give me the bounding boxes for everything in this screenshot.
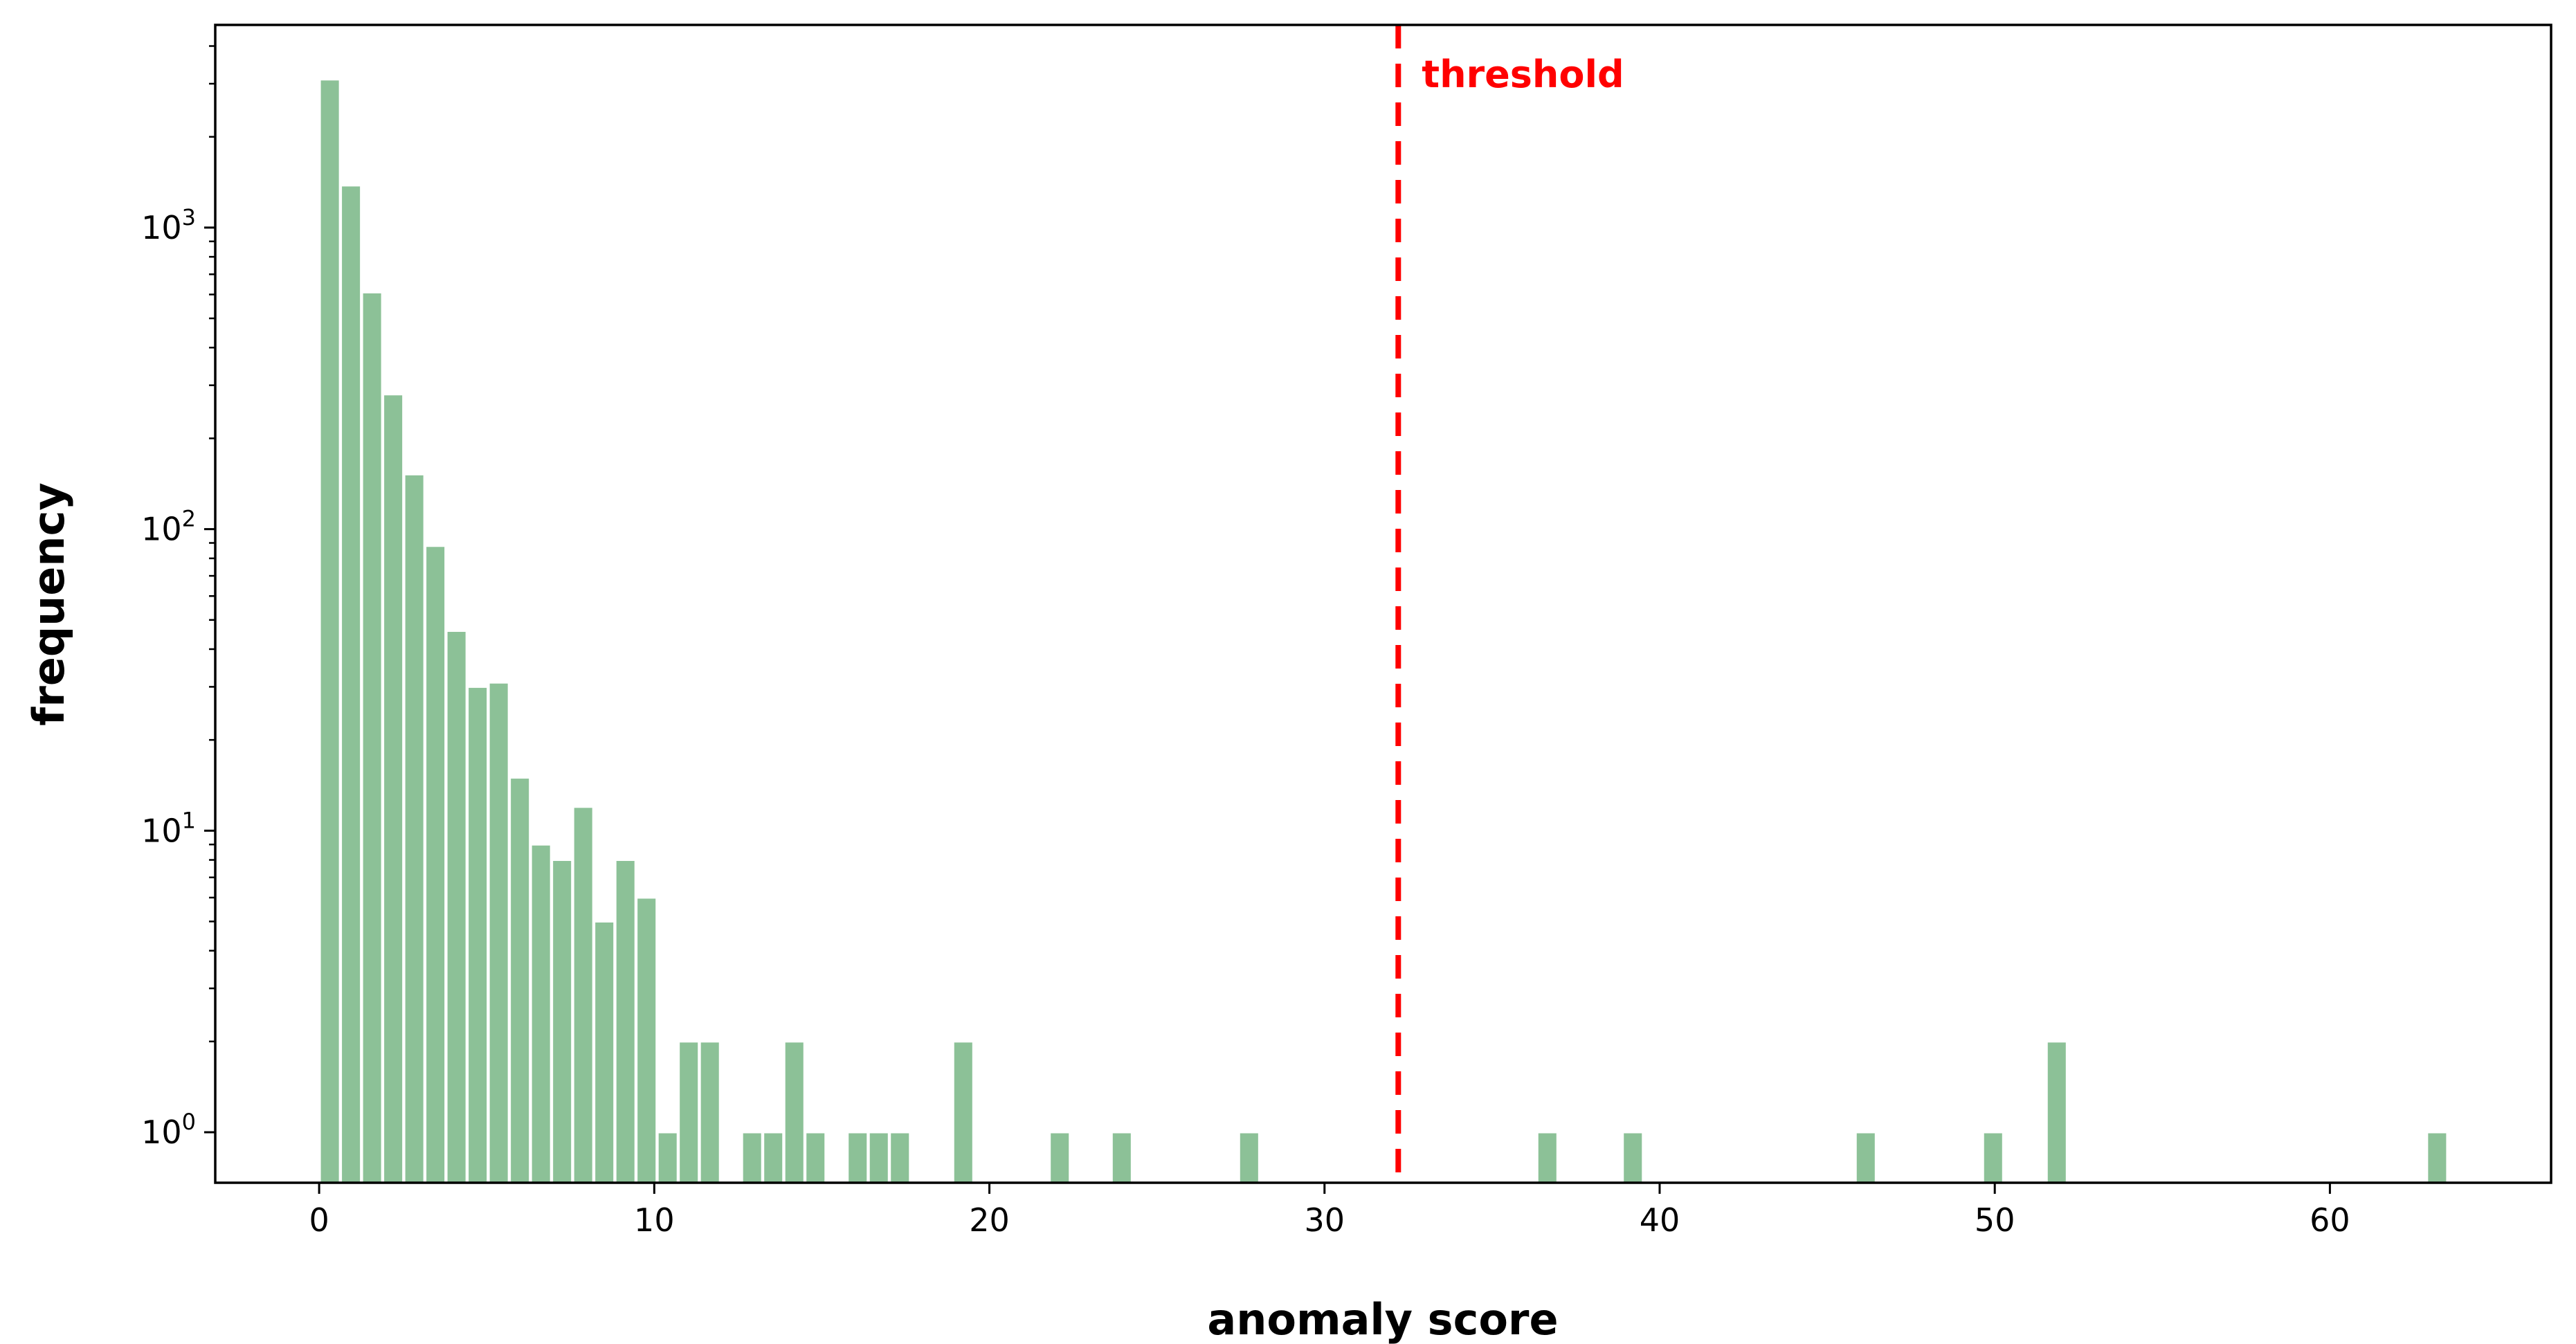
- bar: [445, 630, 468, 1184]
- x-tick-label: 30: [1304, 1201, 1345, 1239]
- x-tick-label: 50: [1975, 1201, 2015, 1239]
- y-tick-label: 103: [141, 204, 196, 246]
- bar: [2426, 1131, 2449, 1184]
- bar: [762, 1131, 785, 1184]
- bar: [1981, 1131, 2004, 1184]
- bar: [741, 1131, 763, 1184]
- plot-frame: [214, 24, 2552, 1184]
- bar: [318, 78, 341, 1184]
- bar: [698, 1040, 721, 1184]
- bar: [889, 1131, 911, 1184]
- bar: [1536, 1131, 1559, 1184]
- threshold-marker: threshold: [1395, 25, 1624, 1183]
- bar: [846, 1131, 869, 1184]
- bar: [1110, 1131, 1133, 1184]
- bar: [509, 777, 532, 1184]
- x-tick-label: 0: [309, 1201, 329, 1239]
- bar: [340, 184, 363, 1184]
- bar: [952, 1040, 974, 1184]
- x-axis-ticks: 0 10 20 30 40 50 60: [309, 1183, 2350, 1239]
- bar: [867, 1131, 890, 1184]
- bar: [656, 1131, 679, 1184]
- bar: [1622, 1131, 1644, 1184]
- x-tick-label: 40: [1640, 1201, 1680, 1239]
- bar: [593, 920, 616, 1184]
- bar: [529, 843, 552, 1184]
- bar: [424, 545, 447, 1184]
- bar: [382, 393, 405, 1184]
- x-tick-label: 10: [634, 1201, 675, 1239]
- y-tick-label: 100: [141, 1109, 196, 1151]
- bar: [487, 681, 510, 1184]
- bar: [403, 473, 426, 1184]
- bar: [466, 685, 489, 1184]
- bar: [614, 859, 637, 1184]
- x-axis-label: anomaly score: [1207, 1294, 1558, 1344]
- bar: [1049, 1131, 1071, 1184]
- y-tick-label: 101: [141, 807, 196, 849]
- bar: [572, 806, 595, 1184]
- bar: [361, 291, 383, 1184]
- bar: [2045, 1040, 2068, 1184]
- bar: [1237, 1131, 1260, 1184]
- threshold-label: threshold: [1422, 53, 1624, 96]
- x-tick-label: 60: [2310, 1201, 2350, 1239]
- x-tick-label: 20: [969, 1201, 1010, 1239]
- bar: [1854, 1131, 1877, 1184]
- y-axis-label: frequency: [24, 482, 74, 725]
- bars: [318, 78, 2449, 1184]
- bar: [635, 896, 658, 1184]
- bar: [678, 1040, 700, 1184]
- y-tick-label: 102: [141, 506, 196, 548]
- bar: [783, 1040, 806, 1184]
- bar: [804, 1131, 827, 1184]
- y-axis-ticks: 100 101 102 103: [141, 45, 215, 1151]
- bar: [551, 859, 574, 1184]
